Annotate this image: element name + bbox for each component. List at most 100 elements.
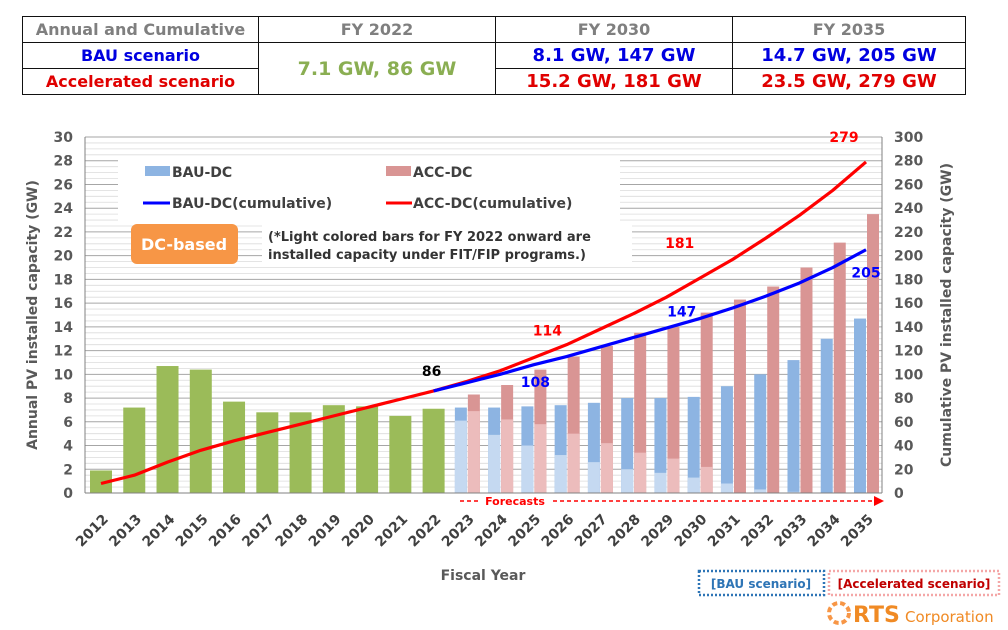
x-tick-label: 2020 (339, 511, 378, 550)
bau-bar (754, 374, 767, 493)
acc-bar (667, 326, 680, 493)
y-tick-label: 20 (54, 249, 74, 265)
y2-tick-label: 20 (894, 462, 914, 478)
acc-fit-bar (667, 458, 680, 493)
y2-tick-label: 180 (894, 272, 923, 288)
y2-tick-label: 120 (894, 344, 923, 360)
x-tick-label: 2027 (572, 512, 611, 551)
x-tick-label: 2013 (106, 512, 145, 551)
x-tick-label: 2019 (306, 512, 345, 551)
y-tick-label: 26 (54, 177, 73, 193)
acc-tag-box (827, 569, 1001, 597)
y2-tick-label: 200 (894, 249, 923, 265)
rts-logo-icon (827, 601, 851, 625)
x-tick-label: 2021 (372, 512, 411, 551)
legend-acc: ACC-DC (413, 165, 472, 181)
note-line-2: installed capacity under FIT/FIP program… (268, 248, 586, 263)
header-fy2035: FY 2035 (732, 16, 966, 43)
historical-bar (389, 415, 412, 493)
y2-tick-label: 40 (894, 439, 914, 455)
bau-label: BAU scenario (22, 42, 259, 69)
bau-fit-bar (720, 483, 733, 493)
data-label: 181 (665, 236, 694, 252)
y2-tick-label: 220 (894, 225, 923, 241)
forecast-arrowhead (874, 496, 884, 506)
bau-fit-bar (488, 434, 501, 493)
x-tick-label: 2035 (838, 512, 877, 551)
bau-cumulative-line (433, 248, 867, 393)
header-label: Annual and Cumulative (22, 16, 259, 43)
data-label: 205 (851, 266, 880, 282)
x-tick-label: 2018 (273, 512, 312, 551)
x-tick-label: 2014 (139, 511, 178, 550)
y2-tick-label: 60 (894, 415, 914, 431)
y-tick-label: 16 (54, 296, 73, 312)
x-tick-label: 2022 (406, 512, 445, 551)
x-tick-label: 2026 (539, 512, 578, 551)
acc-fit-bar (534, 424, 547, 493)
acc-cumulative-line (100, 160, 868, 486)
bau-fit-bar (521, 445, 534, 493)
bau-fit-bar (621, 469, 634, 493)
bau-fit-bar (454, 420, 467, 493)
historical-bar (90, 470, 112, 493)
y-tick-label: 4 (63, 439, 73, 455)
historical-bar (256, 412, 279, 493)
y-tick-label: 30 (54, 130, 74, 146)
y-tick-label: 10 (54, 367, 74, 383)
x-tick-label: 2033 (771, 512, 810, 551)
y-axis-title: Annual PV installed capacity (GW) (25, 180, 41, 450)
bau-bar (720, 386, 733, 493)
historical-bar (223, 401, 246, 493)
y-tick-label: 0 (63, 486, 73, 502)
y-tick-label: 8 (63, 391, 73, 407)
bau-fy2030: 8.1 GW, 147 GW (495, 42, 733, 69)
y2-tick-label: 280 (894, 154, 923, 170)
acc-bar (733, 299, 746, 493)
bau-fy2035: 14.7 GW, 205 GW (732, 42, 966, 69)
y2-tick-label: 160 (894, 296, 923, 312)
data-label: 147 (667, 305, 696, 321)
legend-bau: BAU-DC (172, 165, 232, 181)
y2-axis-title: Cumulative PV installed capacity (GW) (939, 163, 955, 467)
bau-bar (820, 338, 833, 493)
y-tick-label: 28 (54, 154, 73, 170)
acc-fit-bar (634, 452, 647, 493)
bau-bar (787, 360, 800, 493)
y2-tick-label: 300 (894, 130, 923, 146)
bau-fit-bar (787, 491, 800, 493)
y-tick-label: 14 (54, 320, 74, 336)
legend: BAU-DC ACC-DC BAU-DC(cumulative) ACC-DC(… (118, 156, 620, 222)
acc-bar (700, 312, 713, 493)
x-tick-label: 2034 (805, 511, 844, 550)
legend-bau-cumulative: BAU-DC(cumulative) (172, 196, 332, 212)
acc-fy2030: 15.2 GW, 181 GW (495, 68, 733, 95)
dc-based-label: DC-based (141, 235, 227, 254)
historical-bar (156, 366, 179, 493)
header-fy2022: FY 2022 (258, 16, 496, 43)
acc-fit-bar (567, 433, 580, 493)
dc-based-badge (131, 224, 238, 264)
acc-bar (833, 242, 846, 493)
bau-bar (854, 318, 866, 493)
y2-tick-label: 100 (894, 367, 923, 383)
historical-bar (322, 405, 345, 493)
bau-fit-bar (587, 462, 600, 493)
forecast-label: Forecasts (485, 495, 545, 508)
x-tick-label: 2030 (672, 511, 711, 550)
fy2022-value: 7.1 GW, 86 GW (258, 42, 496, 95)
x-tick-label: 2016 (206, 512, 245, 551)
y-tick-label: 18 (54, 272, 73, 288)
historical-bar (356, 406, 379, 493)
acc-bar (800, 267, 813, 493)
bau-fit-bar (687, 477, 700, 493)
data-label: 108 (521, 375, 550, 391)
data-label: 279 (829, 130, 858, 146)
acc-bar (767, 286, 780, 493)
x-tick-label: 2015 (173, 512, 212, 551)
acc-label: Accelerated scenario (22, 68, 259, 95)
y-tick-label: 22 (54, 225, 73, 241)
bau-bar (654, 398, 667, 493)
summary-table: Annual and Cumulative FY 2022 FY 2030 FY… (22, 16, 966, 95)
